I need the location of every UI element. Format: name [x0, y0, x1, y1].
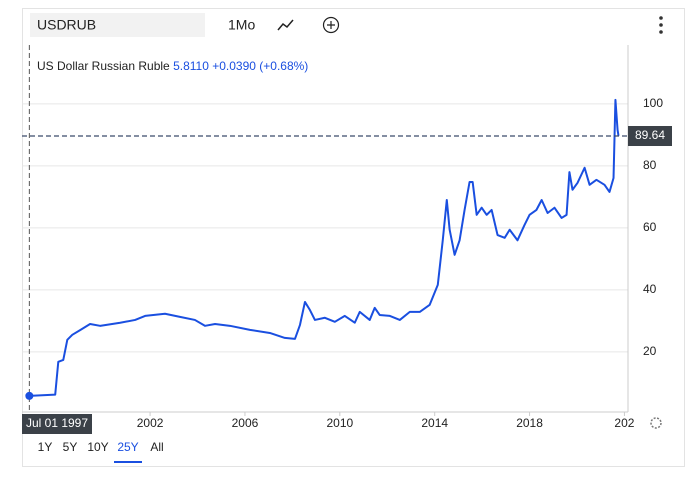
crosshair-label-bg — [22, 414, 92, 434]
y-tick-label: 40 — [643, 282, 657, 296]
range-button[interactable]: 25Y — [117, 440, 138, 454]
x-tick-label: 2018 — [516, 416, 543, 430]
legend-name: US Dollar Russian Ruble — [37, 59, 170, 73]
hover-point — [25, 391, 34, 400]
x-tick-label: 2002 — [137, 416, 164, 430]
x-tick-label: 2006 — [232, 416, 259, 430]
range-button[interactable]: 5Y — [63, 440, 78, 454]
range-button[interactable]: 10Y — [87, 440, 108, 454]
range-button[interactable]: All — [150, 440, 163, 454]
chart-type-icon[interactable] — [277, 19, 294, 31]
symbol: USDRUB — [37, 17, 96, 33]
menu-icon[interactable] — [659, 16, 663, 34]
y-tick-label: 80 — [643, 158, 657, 172]
y-tick-label: 100 — [643, 96, 663, 110]
x-tick-label: 2010 — [326, 416, 353, 430]
range-button[interactable]: 1Y — [38, 440, 53, 454]
settings-icon[interactable] — [650, 417, 662, 429]
plus — [327, 21, 335, 29]
symbol-input[interactable] — [30, 13, 205, 37]
card — [22, 8, 685, 467]
legend-value: 5.8110 — [173, 59, 209, 73]
interval[interactable]: 1Mo — [228, 17, 255, 33]
legend: US Dollar Russian Ruble 5.8110 +0.0390 (… — [37, 59, 308, 73]
x-tick-label: 2014 — [421, 416, 448, 430]
legend-change: +0.0390 (+0.68%) — [212, 59, 308, 73]
reference-label: 89.64 — [635, 128, 665, 142]
x-tick-label: 202 — [614, 416, 634, 430]
reference-label-bg — [628, 126, 672, 147]
y-tick-label: 20 — [643, 344, 657, 358]
line — [29, 98, 620, 397]
crosshair-label: Jul 01 1997 — [26, 416, 88, 430]
y-tick-label: 60 — [643, 220, 657, 234]
compare-icon[interactable] — [322, 16, 340, 34]
